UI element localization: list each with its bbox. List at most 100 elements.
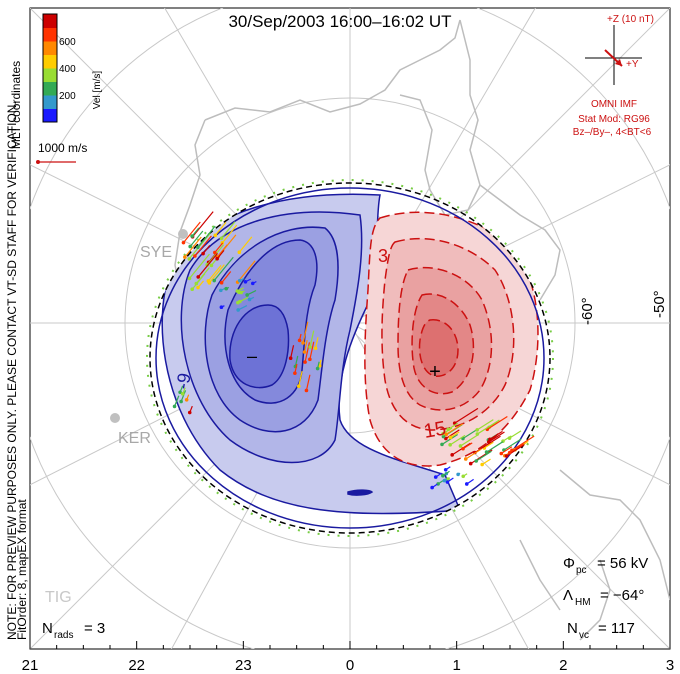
colorbar-tick-label: 200	[59, 91, 76, 102]
contour-label-pos-inner: 3	[378, 246, 388, 266]
vector-origin	[440, 442, 444, 447]
vector-origin	[296, 384, 301, 388]
fit-order-note: FitOrder: 8, mapEX format	[15, 499, 29, 640]
vector-origin	[475, 428, 479, 432]
lat-label-50: -50°	[651, 290, 668, 318]
vector-origin	[446, 477, 450, 481]
ref-vector	[36, 160, 76, 164]
vector-origin	[196, 285, 200, 290]
velocity-vector	[238, 236, 253, 253]
velocity-vector	[192, 211, 214, 238]
velocity-vector	[214, 221, 227, 236]
vector-origin	[213, 233, 218, 238]
vector-origin	[448, 443, 452, 447]
velocity-vector	[220, 221, 236, 239]
vector-origin	[430, 485, 434, 490]
vector-origin	[484, 450, 489, 454]
vector-origin	[444, 432, 449, 437]
svg-text:SYE: SYE	[140, 244, 172, 261]
mlt-axis: 21 22 23 0 1 2 3	[22, 641, 674, 674]
velocity-vector	[460, 434, 479, 447]
velocity-vector	[213, 256, 234, 281]
vector-origin	[464, 482, 469, 486]
mlt-tick-label: 3	[666, 657, 674, 674]
mlt-tick-label: 21	[22, 657, 39, 674]
vector-origin	[219, 288, 223, 293]
velocity-vector	[194, 235, 212, 257]
vector-origin	[194, 281, 199, 286]
vector-origin	[235, 289, 240, 293]
vector-origin	[474, 459, 478, 463]
velocity-vector	[173, 395, 180, 407]
velocity-vector	[445, 429, 460, 439]
velocity-vector	[465, 448, 482, 460]
vector-origin	[301, 341, 305, 345]
velocity-vector	[454, 407, 479, 424]
vector-origin	[315, 366, 320, 371]
vector-origin	[442, 478, 447, 483]
colorbar-segment	[43, 81, 57, 96]
ref-vector-label: 1000 m/s	[38, 141, 87, 155]
velocity-vector	[486, 441, 504, 453]
vector-origin	[188, 244, 192, 249]
oval-outline	[155, 187, 545, 529]
vector-origin	[445, 480, 450, 484]
vector-origin	[297, 338, 302, 343]
vector-origin	[499, 451, 504, 456]
vector-origin	[219, 280, 224, 285]
radar-site-ker: KER	[110, 413, 151, 447]
vector-origin	[237, 278, 242, 283]
colorbar-segment	[43, 41, 57, 55]
svg-text:vc: vc	[579, 630, 589, 641]
velocity-vector	[489, 430, 503, 440]
vector-origin	[480, 462, 484, 467]
stat-model-line1: Stat Mod: RG96	[578, 114, 650, 125]
velocity-vector	[197, 225, 216, 248]
velocity-vector	[500, 446, 513, 455]
imf-clock-dial	[585, 25, 642, 85]
colorbar-outline	[42, 13, 58, 123]
velocity-vector	[208, 264, 225, 284]
velocity-vector	[305, 374, 311, 391]
velocity-vector	[449, 434, 466, 446]
velocity-colorbar	[42, 13, 58, 123]
potential-max-marker: +	[429, 361, 441, 383]
velocity-vector	[195, 267, 210, 284]
velocity-vector	[509, 430, 522, 439]
vector-origin	[507, 450, 512, 455]
vector-origin	[446, 427, 451, 432]
vector-origin	[179, 399, 183, 404]
vector-origin	[219, 236, 224, 241]
velocity-vector	[475, 450, 492, 462]
vector-origin	[219, 305, 224, 309]
svg-text:N: N	[42, 620, 53, 637]
velocity-vector	[445, 423, 464, 435]
velocity-vector	[314, 337, 319, 349]
vector-origin	[441, 434, 446, 439]
chart-title: 30/Sep/2003 16:00–16:02 UT	[228, 12, 451, 31]
vector-origin	[443, 468, 448, 472]
radar-site-tig: TIG	[45, 589, 72, 606]
lat-label-60: -60°	[579, 297, 596, 325]
vector-origin	[181, 240, 186, 245]
mlt-tick-label: 2	[559, 657, 567, 674]
vector-origin	[178, 390, 182, 395]
vector-origin	[180, 392, 185, 396]
vector-origin	[303, 360, 307, 364]
velocity-vector	[189, 230, 204, 247]
negative-cell-contour-5	[229, 304, 290, 389]
vector-origin	[504, 454, 509, 458]
mlt-tick-label: 22	[128, 657, 145, 674]
velocity-vector	[184, 236, 202, 258]
preview-note: NOTE: FOR PREVIEW PURPOSES ONLY. PLEASE …	[5, 101, 19, 640]
velocity-vector	[180, 390, 187, 402]
vector-origin	[190, 287, 195, 291]
velocity-vector	[470, 449, 493, 465]
velocity-vector	[309, 330, 315, 348]
vector-origin	[448, 435, 453, 440]
velocity-vector	[221, 271, 232, 284]
vector-origin	[461, 474, 466, 479]
radar-site-sye: SYE	[140, 229, 188, 261]
svg-text:= 3: = 3	[84, 620, 105, 637]
